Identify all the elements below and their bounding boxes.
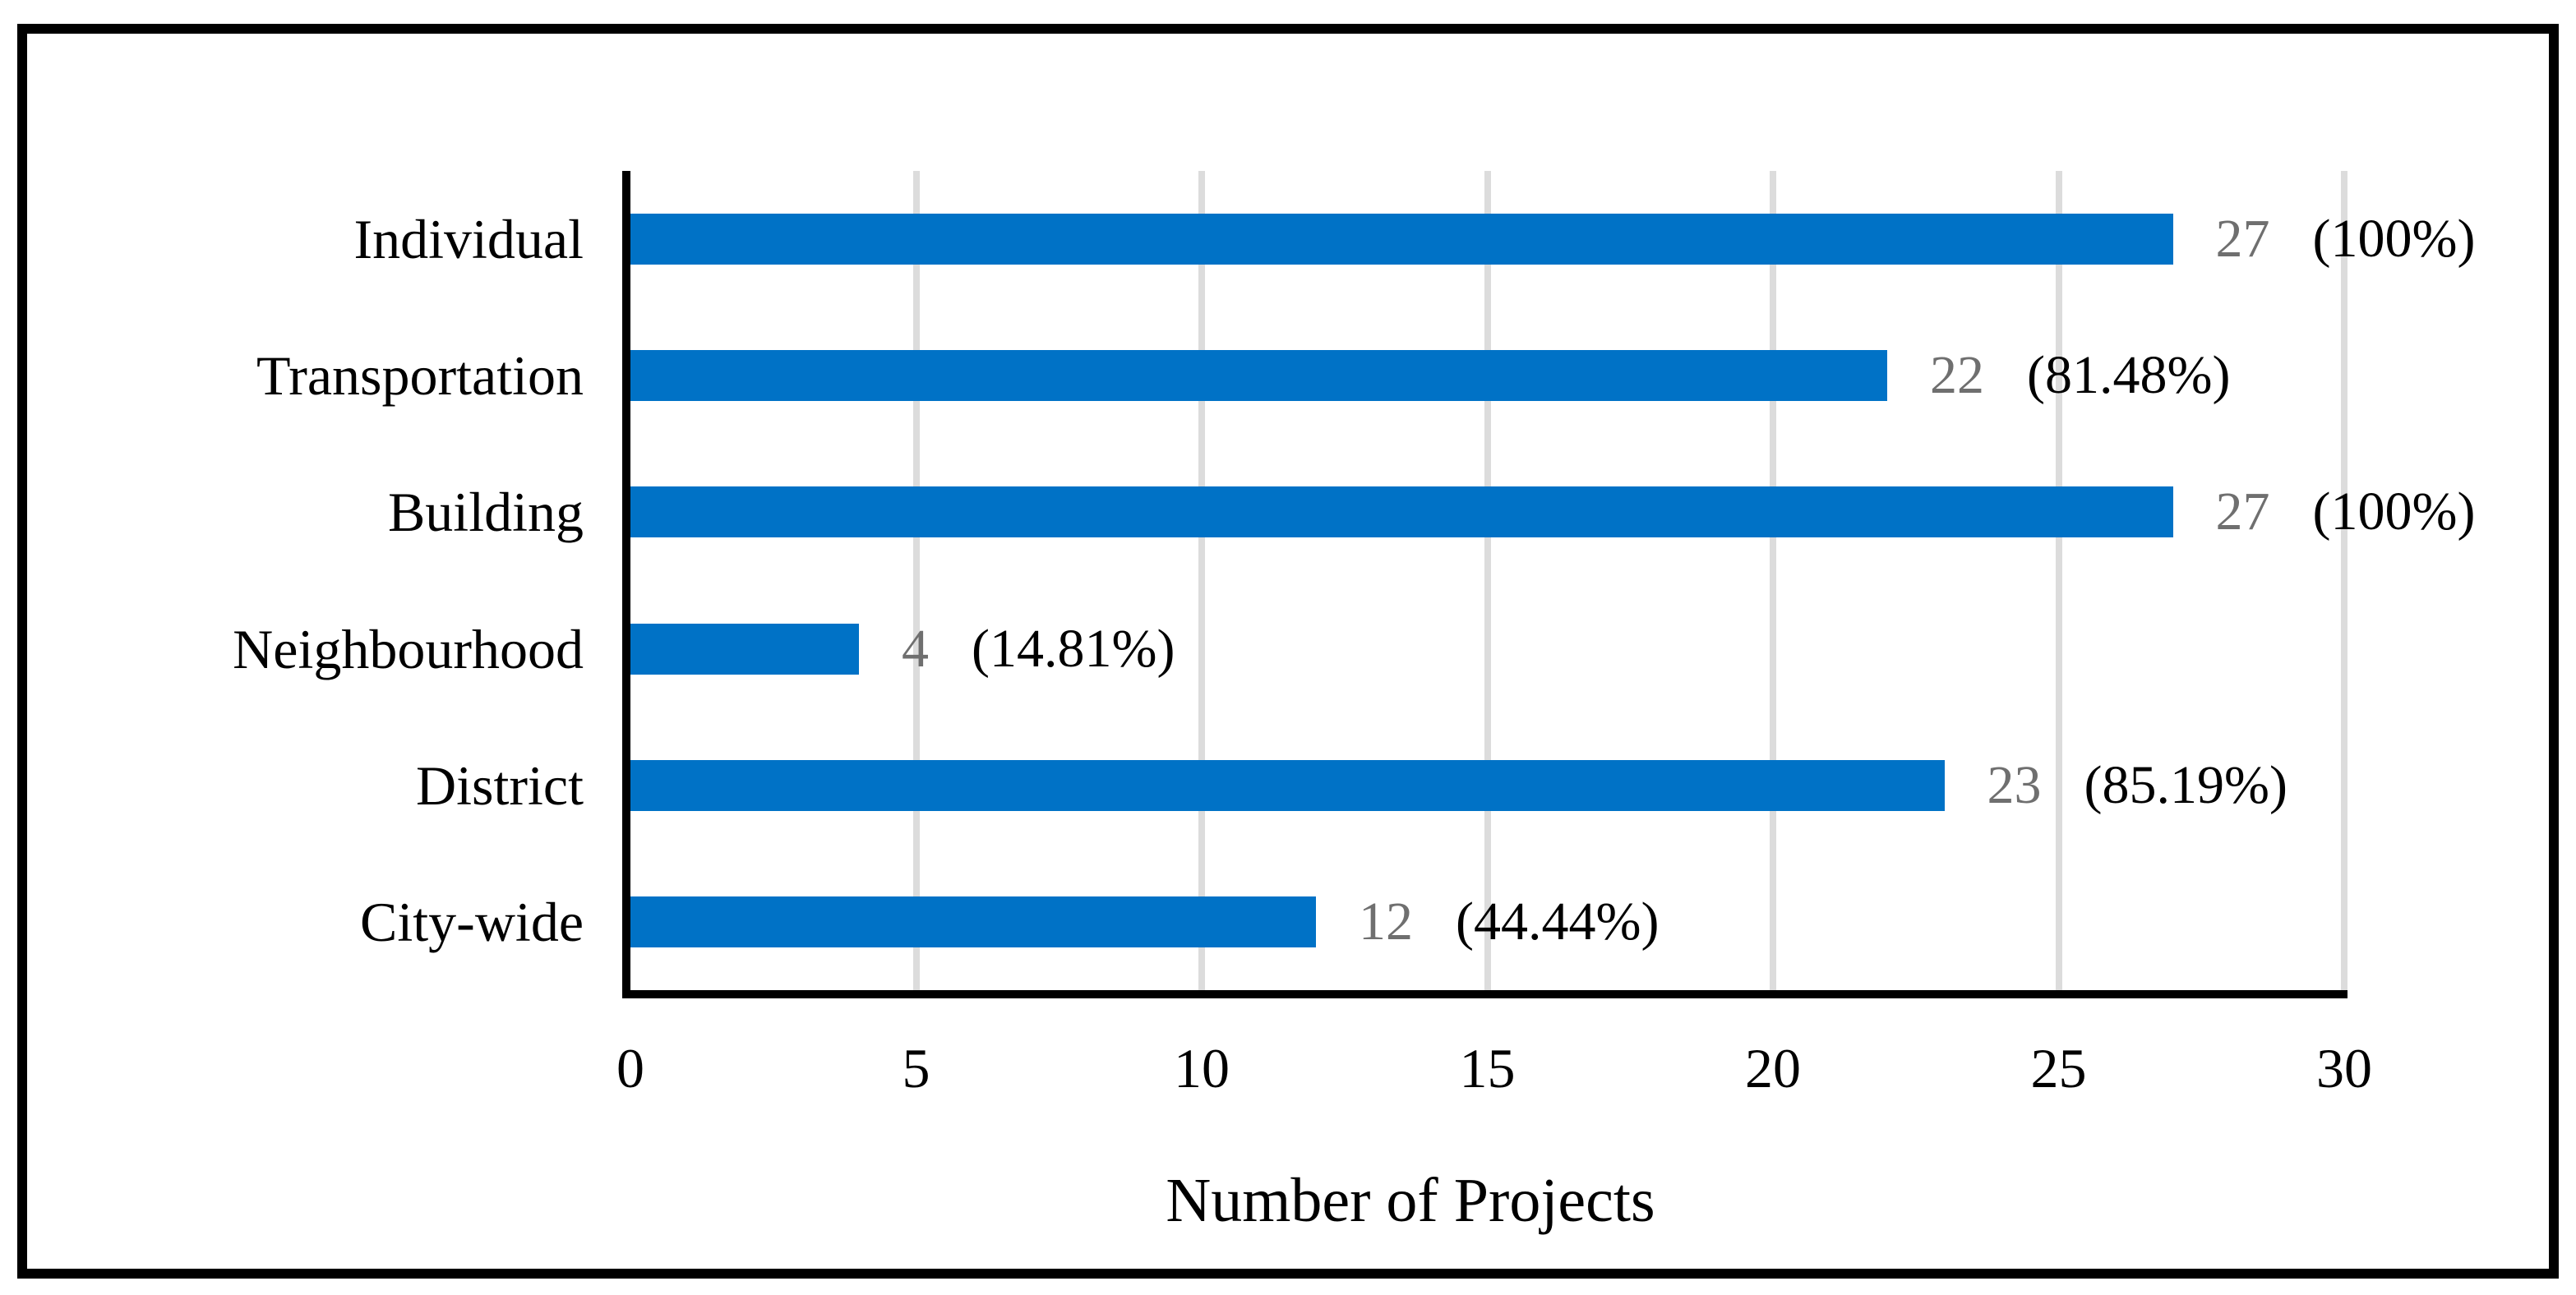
value-percent: (14.81%) [972, 618, 1175, 679]
value-label: 4 (14.81%) [902, 618, 1175, 679]
x-tick-label: 20 [1745, 1037, 1801, 1099]
gridline-15 [1484, 171, 1491, 990]
gridline-30 [2341, 171, 2347, 990]
x-tick-label: 5 [902, 1037, 930, 1099]
bar [630, 350, 1887, 402]
x-tick-label: 0 [616, 1037, 644, 1099]
x-tick-label: 30 [2316, 1037, 2372, 1099]
x-tick-label: 10 [1174, 1037, 1230, 1099]
bar [630, 759, 1945, 811]
category-label: Neighbourhood [233, 617, 584, 680]
value-label: 27 (100%) [2216, 212, 2476, 266]
value-count: 27 [2215, 482, 2270, 542]
value-label: 12 (44.44%) [1359, 891, 1660, 952]
value-percent: (85.19%) [2084, 754, 2287, 815]
category-label: City-wide [360, 890, 584, 953]
bar [630, 896, 1316, 947]
value-percent: (100%) [2312, 482, 2476, 542]
value-count: 22 [1930, 345, 1984, 406]
x-tick-label: 25 [2030, 1037, 2087, 1099]
value-label: 22 (81.48%) [1930, 348, 2230, 403]
category-label: Transportation [256, 344, 584, 408]
category-label: District [416, 753, 584, 817]
bar [630, 486, 2173, 538]
value-label: 27 (100%) [2216, 485, 2476, 539]
bar [630, 623, 859, 675]
x-tick-label: 15 [1459, 1037, 1516, 1099]
gridline-10 [1198, 171, 1205, 990]
value-percent: (100%) [2312, 209, 2476, 270]
category-label: Building [387, 481, 584, 544]
x-axis-line [622, 990, 2347, 998]
value-count: 4 [902, 618, 929, 679]
category-label: Individual [353, 208, 584, 271]
bar [630, 214, 2173, 265]
value-percent: (81.48%) [2027, 345, 2231, 406]
value-label: 23 (85.19%) [1987, 758, 2287, 813]
value-percent: (44.44%) [1456, 891, 1660, 952]
x-axis-title: Number of Projects [1166, 1166, 1655, 1235]
gridline-20 [1770, 171, 1776, 990]
value-count: 27 [2215, 209, 2270, 270]
gridline-5 [912, 171, 920, 990]
value-count: 23 [1987, 754, 2042, 815]
value-count: 12 [1359, 891, 1413, 952]
y-axis-line [622, 171, 630, 998]
gridline-25 [2055, 171, 2062, 990]
